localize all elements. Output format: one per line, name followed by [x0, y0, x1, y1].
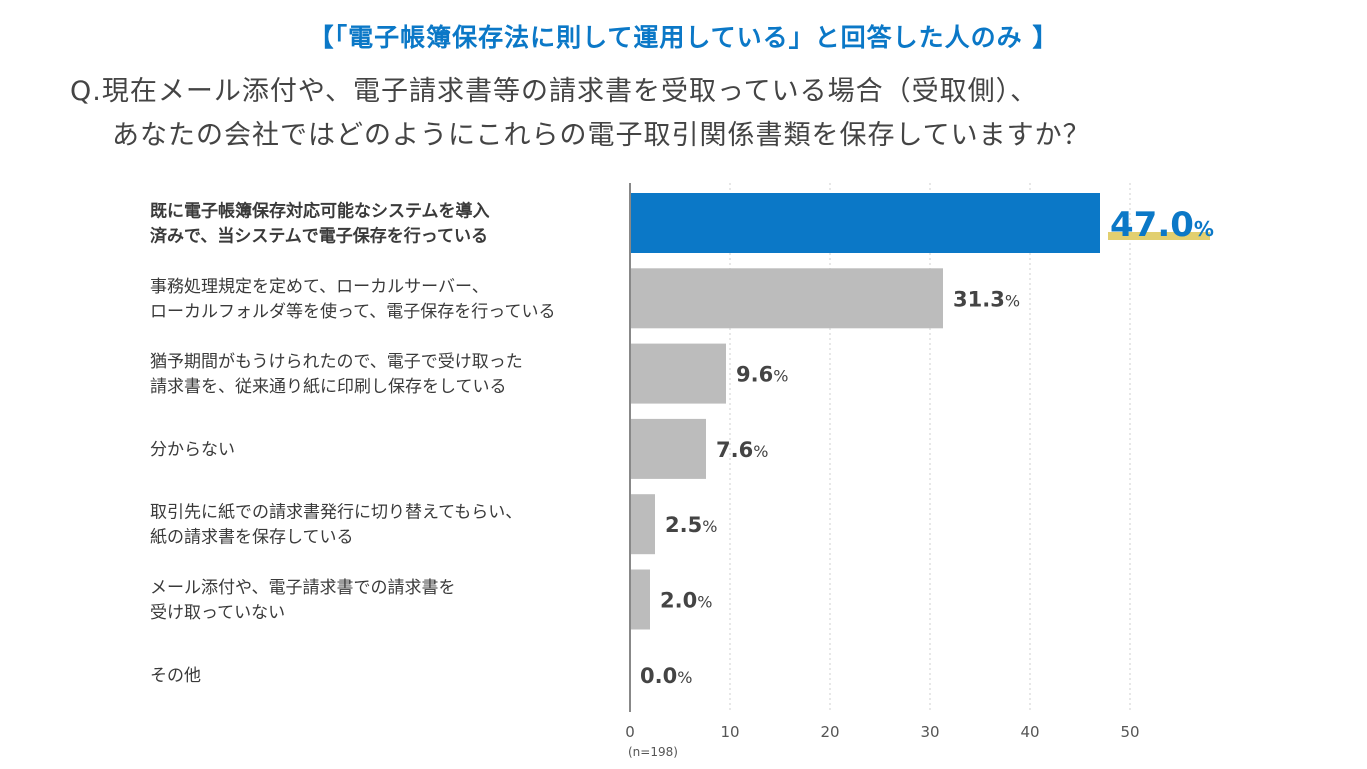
- value-label: 2.5%: [665, 513, 717, 537]
- x-tick-label: 20: [820, 723, 839, 741]
- value-unit: %: [1194, 217, 1214, 241]
- value-unit: %: [697, 593, 712, 612]
- category-label: メール添付や、電子請求書での請求書を: [150, 578, 456, 598]
- x-tick-label: 50: [1120, 723, 1139, 741]
- category-label: 済みで、当システムで電子保存を行っている: [150, 226, 488, 247]
- value-number: 9.6: [736, 363, 773, 387]
- highlight-underline: [1108, 232, 1210, 240]
- x-tick-label: 10: [720, 723, 739, 741]
- question-line-2: あなたの会社ではどのようにこれらの電子取引関係書類を保存していますか？: [112, 120, 1091, 151]
- x-tick-label: 30: [920, 723, 939, 741]
- value-unit: %: [773, 367, 788, 386]
- value-number: 7.6: [716, 438, 753, 462]
- category-label: ローカルフォルダ等を使って、電子保存を行っている: [150, 301, 555, 322]
- category-label: 分からない: [150, 440, 235, 460]
- x-tick-label: 0: [625, 723, 635, 741]
- category-label: その他: [150, 666, 201, 686]
- category-label: 請求書を、従来通り紙に印刷し保存をしている: [150, 377, 507, 397]
- bar: [630, 494, 655, 555]
- sample-size-note: (n=198): [628, 745, 678, 759]
- value-label: 0.0%: [640, 664, 692, 688]
- bar: [630, 343, 726, 404]
- category-label: 受け取っていない: [150, 603, 285, 623]
- category-label: 事務処理規定を定めて、ローカルサーバー、: [150, 277, 489, 297]
- category-label: 取引先に紙での請求書発行に切り替えてもらい、: [150, 503, 522, 523]
- value-unit: %: [677, 668, 692, 687]
- chart-subtitle: 【「電子帳簿保存法に則して運用している」と回答した人のみ 】: [308, 23, 1059, 52]
- value-unit: %: [702, 517, 717, 536]
- category-label: 既に電子帳簿保存対応可能なシステムを導入: [150, 201, 490, 222]
- value-number: 2.0: [660, 589, 697, 613]
- value-label: 2.0%: [660, 589, 712, 613]
- value-label: 9.6%: [736, 363, 788, 387]
- value-label: 7.6%: [716, 438, 768, 462]
- bar: [630, 569, 650, 630]
- value-number: 47.0: [1110, 205, 1194, 245]
- value-label: 47.0%: [1110, 205, 1214, 245]
- bar: [630, 418, 706, 479]
- value-unit: %: [753, 442, 768, 461]
- bar: [630, 193, 1100, 253]
- value-unit: %: [1005, 291, 1020, 310]
- bar: [630, 268, 943, 329]
- value-label: 31.3%: [953, 287, 1020, 311]
- question-text: Q.現在メール添付や、電子請求書等の請求書を受取っている場合（受取側）、 あなた…: [70, 70, 1300, 158]
- value-number: 2.5: [665, 513, 702, 537]
- value-number: 31.3: [953, 287, 1005, 311]
- category-label: 紙の請求書を保存している: [150, 528, 354, 548]
- category-label: 猶予期間がもうけられたので、電子で受け取った: [150, 352, 523, 372]
- value-number: 0.0: [640, 664, 677, 688]
- question-line-1: Q.現在メール添付や、電子請求書等の請求書を受取っている場合（受取側）、: [70, 76, 1039, 107]
- x-tick-label: 40: [1020, 723, 1039, 741]
